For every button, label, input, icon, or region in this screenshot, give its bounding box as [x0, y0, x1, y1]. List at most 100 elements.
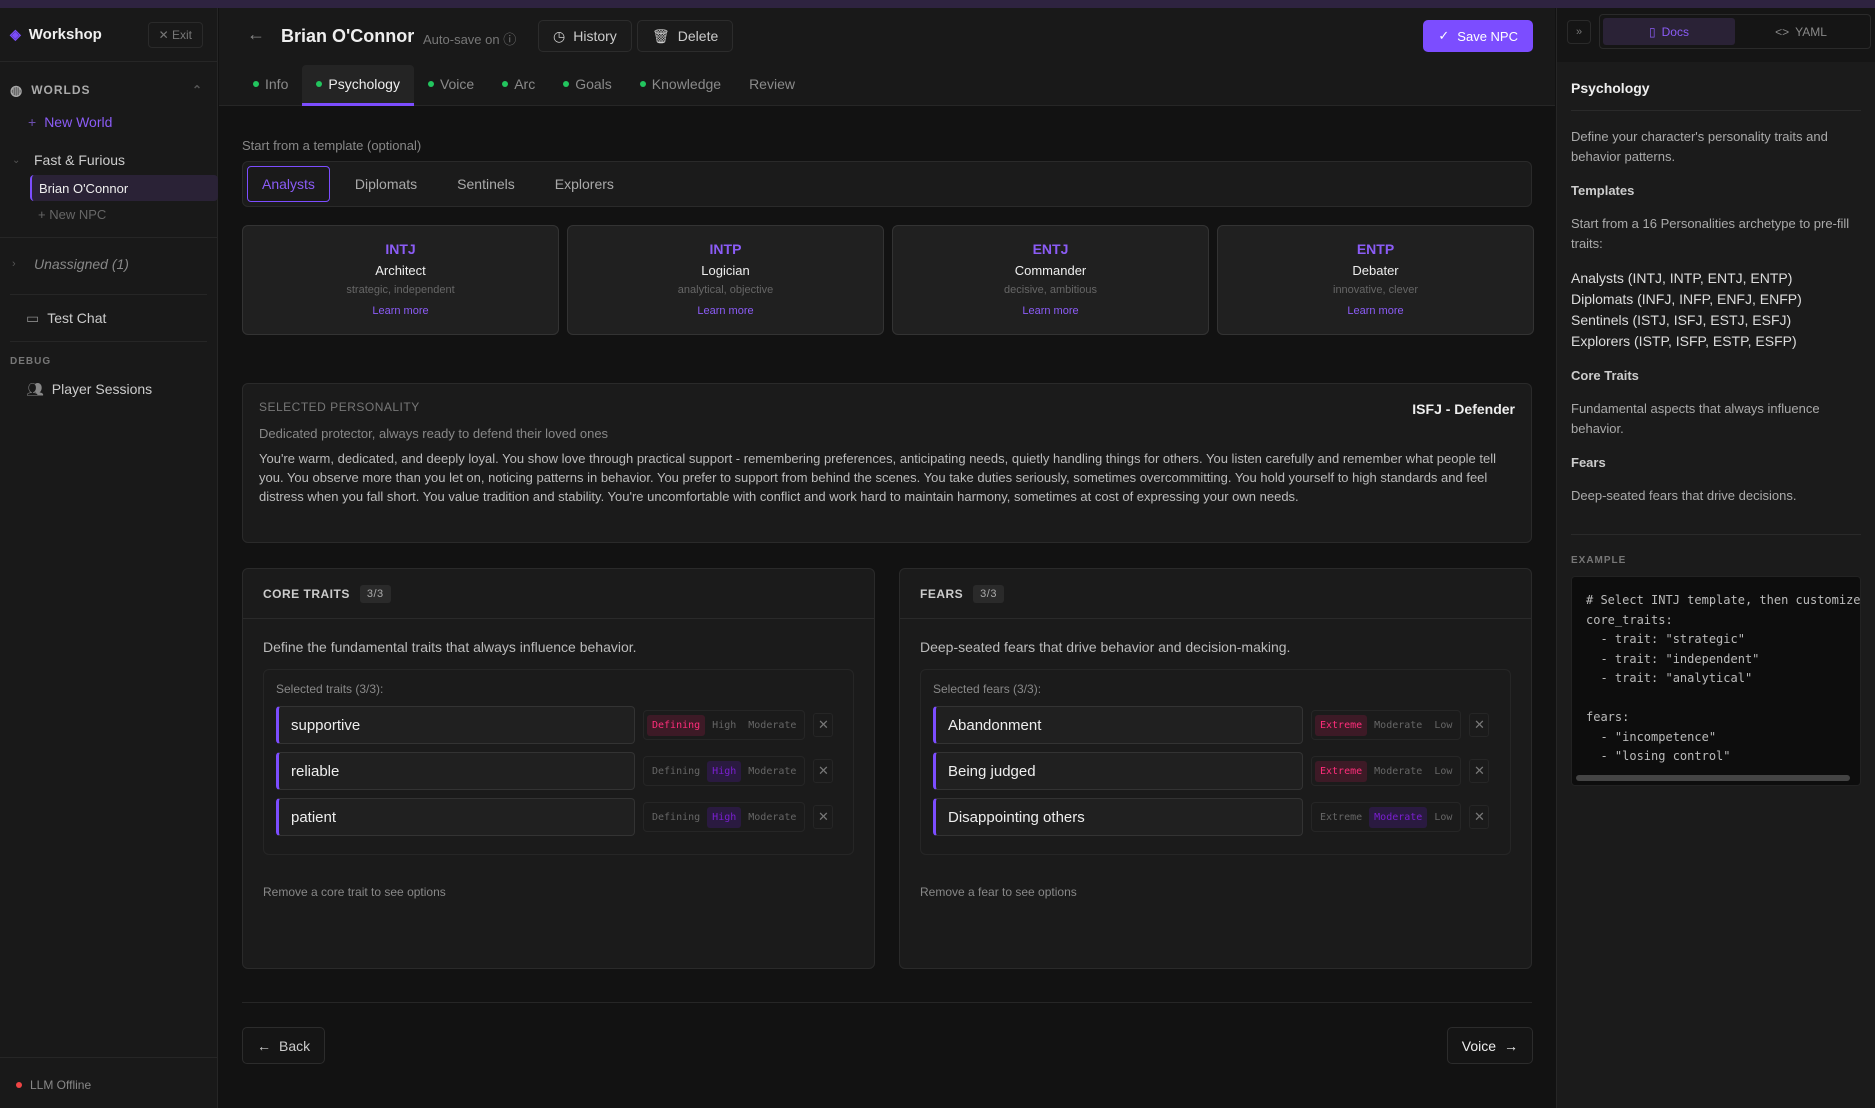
level-option-defining[interactable]: Defining — [647, 714, 706, 736]
item-name-field[interactable]: Being judged — [933, 752, 1303, 790]
item-name-field[interactable]: Abandonment — [933, 706, 1303, 744]
debug-label: DEBUG — [10, 356, 52, 367]
remove-item-button[interactable]: ✕ — [813, 759, 834, 783]
level-option-moderate[interactable]: Moderate — [1369, 806, 1428, 828]
brand: ◈ Workshop — [10, 26, 102, 43]
item-name-field[interactable]: Disappointing others — [933, 798, 1303, 836]
tab-arc[interactable]: Arc — [488, 65, 549, 106]
learn-more-link[interactable]: Learn more — [1347, 305, 1404, 317]
docs-core-text: Fundamental aspects that always influenc… — [1571, 401, 1820, 436]
template-card-entj[interactable]: ENTJ Commander decisive, ambitious Learn mo… — [892, 225, 1209, 335]
world-fast-furious[interactable]: ⌄ Fast & Furious — [0, 147, 217, 173]
docs-templates-text: Start from a 16 Personalities archetype … — [1571, 216, 1850, 251]
group-tab-analysts[interactable]: Analysts — [247, 166, 330, 202]
tab-voice[interactable]: Voice — [414, 65, 488, 106]
learn-more-link[interactable]: Learn more — [697, 305, 754, 317]
learn-more-link[interactable]: Learn more — [372, 305, 429, 317]
save-npc-button[interactable]: ✓ Save NPC — [1423, 20, 1533, 52]
intensity-selector: Defining High Moderate — [643, 802, 806, 832]
yaml-tab[interactable]: <> YAML — [1735, 18, 1867, 45]
level-option-defining[interactable]: Defining — [652, 811, 701, 823]
template-list-item: Analysts (INTJ, INTP, ENTJ, ENTP) — [1571, 270, 1793, 286]
remove-item-button[interactable]: ✕ — [1469, 713, 1490, 737]
docs-tab[interactable]: ▯ Docs — [1603, 18, 1735, 45]
exit-button[interactable]: ✕ Exit — [147, 21, 203, 48]
group-tab-diplomats[interactable]: Diplomats — [354, 176, 418, 192]
tab-info[interactable]: Info — [239, 65, 302, 106]
intensity-selector: Extreme Moderate Low — [1311, 710, 1462, 740]
example-code: # Select INTJ template, then customize: … — [1586, 593, 1861, 763]
level-option-moderate[interactable]: Moderate — [748, 765, 797, 777]
level-option-extreme[interactable]: Extreme — [1320, 811, 1363, 823]
selected-description: You're warm, dedicated, and deeply loyal… — [259, 451, 1497, 504]
back-button[interactable]: ← Back — [242, 1027, 326, 1064]
player-sessions-link[interactable]: 👥︎ Player Sessions — [0, 373, 217, 405]
intensity-selector: Defining High Moderate — [643, 710, 806, 740]
delete-button[interactable]: 🗑︎ Delete — [637, 20, 734, 52]
level-option-low[interactable]: Low — [1434, 765, 1453, 777]
card-desc: innovative, clever — [1333, 284, 1418, 296]
new-npc-button[interactable]: + New NPC — [0, 201, 217, 227]
level-option-high[interactable]: High — [707, 760, 742, 782]
back-arrow-icon[interactable]: ← — [247, 24, 265, 44]
chevron-up-icon: ⌃ — [191, 83, 203, 97]
card-code: INTJ — [385, 241, 416, 257]
level-option-high[interactable]: High — [707, 806, 742, 828]
tab-psychology[interactable]: Psychology — [302, 65, 414, 106]
history-label: History — [573, 28, 617, 44]
status-text: LLM Offline — [30, 1078, 92, 1092]
group-tab-sentinels[interactable]: Sentinels — [457, 176, 515, 192]
level-option-extreme[interactable]: Extreme — [1315, 714, 1368, 736]
tab-label: Goals — [575, 76, 612, 92]
new-world-button[interactable]: + New World — [0, 110, 217, 134]
next-voice-button[interactable]: Voice → — [1446, 1027, 1533, 1064]
level-option-low[interactable]: Low — [1434, 719, 1453, 731]
test-chat-label: Test Chat — [47, 310, 107, 326]
tab-goals[interactable]: Goals — [549, 65, 626, 106]
template-list-item: Diplomats (INFJ, INFP, ENFJ, ENFP) — [1571, 291, 1802, 307]
template-cards: INTJ Architect strategic, independent Learn… — [242, 225, 1534, 335]
level-option-moderate[interactable]: Moderate — [1374, 765, 1423, 777]
panel-description: Define the fundamental traits that alway… — [263, 639, 637, 655]
card-name: Architect — [375, 263, 426, 278]
worlds-section-header[interactable]: ◍ WORLDS ⌃ — [0, 70, 217, 110]
unassigned-group[interactable]: › Unassigned (1) — [0, 244, 217, 284]
remove-item-button[interactable]: ✕ — [1469, 805, 1490, 829]
template-card-intj[interactable]: INTJ Architect strategic, independent Learn… — [242, 225, 559, 335]
test-chat-link[interactable]: ▭ Test Chat — [0, 295, 217, 341]
level-option-moderate[interactable]: Moderate — [748, 719, 797, 731]
horizontal-scrollbar[interactable] — [1576, 775, 1850, 781]
template-card-intp[interactable]: INTP Logician analytical, objective Learn m… — [567, 225, 884, 335]
level-option-moderate[interactable]: Moderate — [1374, 719, 1423, 731]
learn-more-link[interactable]: Learn more — [1022, 305, 1079, 317]
worlds-label: WORLDS — [31, 83, 91, 97]
item-name-field[interactable]: reliable — [276, 752, 635, 790]
world-name: Fast & Furious — [34, 152, 126, 168]
diamond-logo-icon: ◈ — [10, 26, 21, 42]
item-name-field[interactable]: patient — [276, 798, 635, 836]
item-name-field[interactable]: supportive — [276, 706, 635, 744]
fears-panel: FEARS 3/3 Deep-seated fears that drive beh… — [899, 568, 1532, 969]
remove-item-button[interactable]: ✕ — [1469, 759, 1490, 783]
collapse-panel-button[interactable]: » — [1567, 20, 1591, 44]
level-option-high[interactable]: High — [712, 719, 737, 731]
group-tab-explorers[interactable]: Explorers — [554, 176, 614, 192]
level-option-extreme[interactable]: Extreme — [1315, 760, 1368, 782]
docs-panel: » ▯ Docs <> YAML Psychology Define your ch… — [1556, 8, 1875, 1108]
level-option-defining[interactable]: Defining — [652, 765, 701, 777]
level-option-moderate[interactable]: Moderate — [748, 811, 797, 823]
yaml-tab-label: YAML — [1795, 24, 1827, 39]
history-button[interactable]: ◷ History — [538, 20, 632, 52]
example-code-block: # Select INTJ template, then customize: … — [1571, 576, 1861, 786]
npc-brian-oconnor[interactable]: Brian O'Connor — [30, 175, 218, 201]
remove-item-button[interactable]: ✕ — [813, 805, 834, 829]
section-tabs: Info Psychology Voice Arc Goals Knowledge Revi… — [239, 65, 809, 106]
template-card-entp[interactable]: ENTP Debater innovative, clever Learn more — [1217, 225, 1534, 335]
tab-review[interactable]: Review — [735, 65, 809, 106]
tab-knowledge[interactable]: Knowledge — [626, 65, 735, 106]
level-option-low[interactable]: Low — [1434, 811, 1453, 823]
complete-dot-icon — [253, 81, 259, 87]
selected-list: Selected traits (3/3): supportive Defining… — [263, 669, 854, 855]
remove-item-button[interactable]: ✕ — [813, 713, 834, 737]
intensity-selector: Defining High Moderate — [643, 756, 806, 786]
